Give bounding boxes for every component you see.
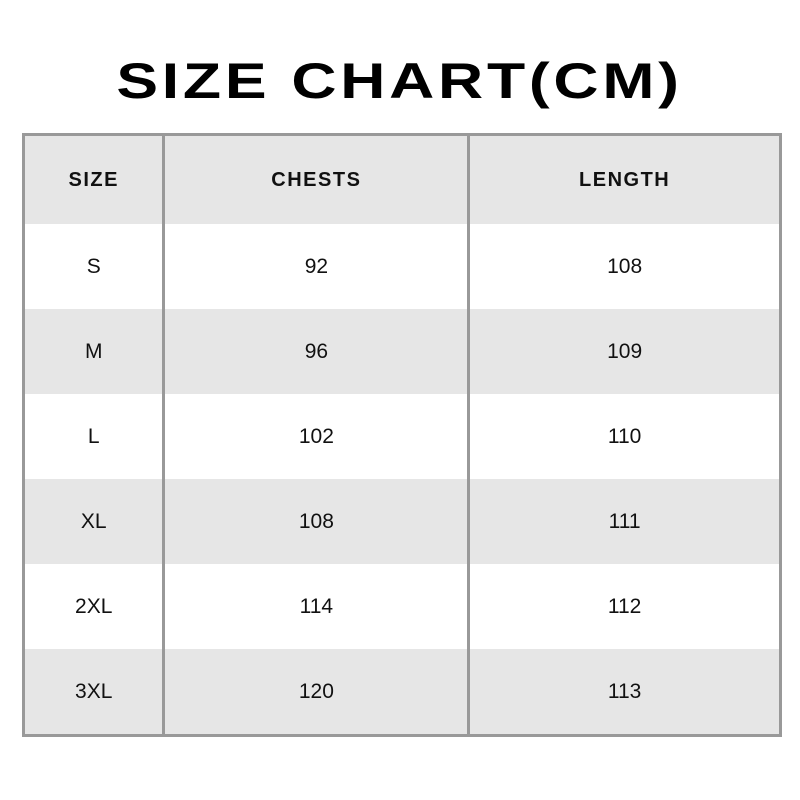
size-chart-table: SIZE CHESTS LENGTH S 92 108 M 96 109 L 1…	[21, 133, 782, 737]
cell-chests: 114	[162, 564, 471, 649]
cell-chests: 108	[162, 479, 471, 564]
header-chests: CHESTS	[162, 134, 471, 224]
page-title: SIZE CHART(CM)	[116, 53, 684, 109]
cell-length: 108	[467, 224, 782, 309]
cell-size: XL	[21, 479, 166, 564]
cell-size: 2XL	[21, 564, 166, 649]
cell-size: M	[21, 309, 166, 394]
cell-length: 110	[467, 394, 782, 479]
header-size: SIZE	[21, 134, 166, 224]
cell-size: 3XL	[21, 649, 166, 736]
cell-length: 109	[467, 309, 782, 394]
cell-chests: 102	[162, 394, 471, 479]
cell-size: S	[21, 224, 166, 309]
header-row: SIZE CHESTS LENGTH	[21, 134, 782, 224]
table-row: M 96 109	[21, 309, 782, 394]
cell-length: 111	[467, 479, 782, 564]
cell-chests: 92	[162, 224, 471, 309]
cell-chests: 120	[162, 649, 471, 736]
cell-length: 112	[467, 564, 782, 649]
cell-chests: 96	[162, 309, 471, 394]
header-length: LENGTH	[467, 134, 782, 224]
table-row: XL 108 111	[21, 479, 782, 564]
table-row: 2XL 114 112	[21, 564, 782, 649]
table-row: 3XL 120 113	[21, 649, 782, 736]
table-row: L 102 110	[21, 394, 782, 479]
table-row: S 92 108	[21, 224, 782, 309]
cell-length: 113	[467, 649, 782, 736]
cell-size: L	[21, 394, 166, 479]
